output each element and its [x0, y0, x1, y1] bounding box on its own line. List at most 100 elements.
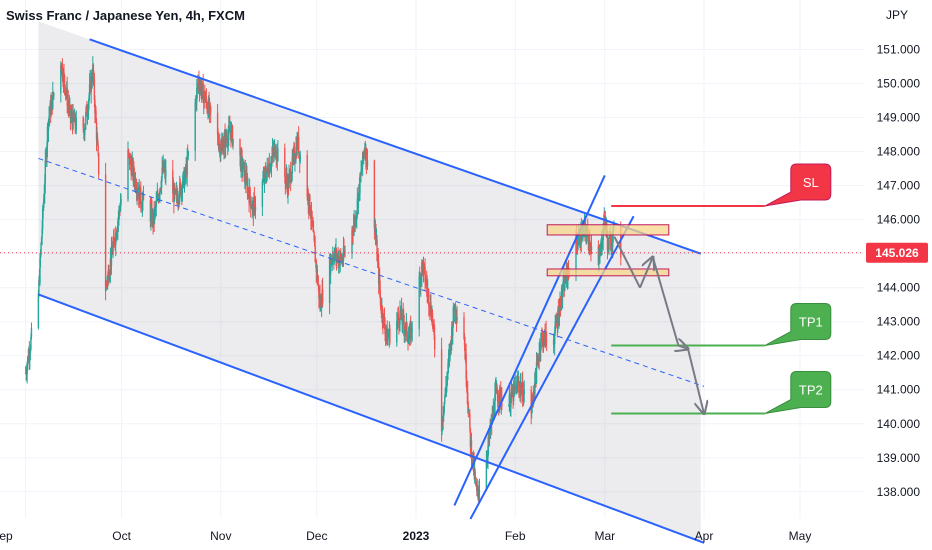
candle-body [580, 229, 583, 242]
candle-body [489, 425, 492, 433]
candle-body [554, 321, 556, 333]
candle-body [543, 333, 545, 343]
candle-body [29, 349, 32, 354]
candle-body [610, 248, 612, 250]
candle-body [540, 335, 543, 343]
candle-body [317, 281, 319, 284]
candle-body [116, 233, 118, 238]
candle-body [241, 168, 244, 171]
candle-body [285, 179, 287, 184]
candle-body [158, 196, 160, 201]
candle-body [411, 324, 413, 330]
candle-body [198, 78, 200, 86]
candle-body [499, 387, 501, 391]
candle-body [218, 145, 220, 149]
candle-body [253, 197, 255, 216]
candle-body [30, 327, 33, 337]
candle-body [344, 251, 346, 254]
candle-body [352, 225, 355, 234]
candle-body [377, 258, 379, 263]
candle-body [186, 155, 188, 176]
candle-body [290, 179, 292, 183]
candle-body [380, 297, 382, 310]
candle-body [209, 103, 211, 107]
y-tick-label: 141.000 [877, 383, 921, 397]
candle-body [246, 174, 248, 180]
candle-body [216, 112, 219, 135]
candle-body [360, 169, 363, 171]
candle-body [512, 384, 515, 402]
candle-body [377, 262, 380, 284]
candle-body [239, 138, 241, 156]
candle-body [108, 270, 110, 281]
candle-body [74, 114, 76, 127]
candle-body [601, 239, 604, 246]
candle-body [289, 171, 292, 183]
candle-body [495, 386, 497, 389]
candle-body [244, 170, 247, 181]
candle-body [342, 247, 345, 261]
candle-body [70, 117, 72, 119]
candle-body [97, 153, 100, 175]
candle-body [577, 243, 579, 246]
candle-body [443, 412, 445, 417]
candle-body [383, 313, 385, 317]
candle-body [94, 100, 96, 114]
candle-body [600, 240, 603, 249]
candle-body [128, 152, 130, 154]
candle-body [491, 412, 493, 424]
candle-body [254, 198, 256, 211]
candle-body [90, 76, 92, 93]
candle-body [465, 354, 467, 379]
candle-body [92, 64, 95, 78]
candle-body [560, 287, 563, 309]
candle-body [309, 212, 312, 217]
candle-body [535, 361, 538, 384]
candle-body [387, 337, 389, 346]
candle-body [540, 342, 542, 352]
x-tick-label: Dec [306, 529, 327, 543]
candle-body [398, 318, 400, 325]
candle-body [531, 405, 533, 414]
candle-body [428, 306, 431, 310]
candle-body [446, 378, 448, 387]
candle-body [496, 386, 498, 394]
candle-body [83, 128, 85, 133]
current-price-tag [866, 242, 928, 263]
candle-body [575, 235, 577, 276]
forecast-arrow-segment [678, 346, 688, 349]
candle-body [220, 152, 222, 156]
candle-body [159, 188, 161, 195]
candle-body [129, 158, 132, 165]
time-axis[interactable]: ep Oct Nov Dec 2023 Feb Mar Apr May [0, 529, 811, 543]
candle-body [108, 277, 111, 281]
candle-body [69, 105, 72, 119]
candle-body [61, 63, 64, 77]
candle-body [174, 186, 176, 192]
candle-body [313, 232, 315, 241]
candle-body [320, 298, 322, 308]
candle-body [93, 77, 95, 80]
candle-body [487, 446, 489, 458]
candle-body [581, 238, 583, 242]
candle-body [52, 91, 54, 109]
candle-body [39, 258, 41, 284]
candle-body [562, 280, 564, 292]
candle-body [117, 216, 120, 222]
candle-body [270, 158, 273, 167]
candle-body [553, 332, 556, 345]
candle-body [470, 439, 473, 460]
candle-body [53, 93, 55, 96]
candle-body [163, 168, 165, 171]
candle-body [468, 412, 471, 415]
candle-body [373, 160, 376, 229]
candle-body [39, 254, 42, 259]
candle-body [542, 342, 545, 347]
candle-body [246, 179, 249, 194]
price-axis[interactable]: JPY 151.000 150.000 149.000 148.000 147.000 14… [866, 8, 928, 499]
candle-body [356, 212, 358, 218]
candle-body [598, 256, 600, 265]
candle-body [357, 193, 360, 208]
candle-body [187, 150, 189, 157]
